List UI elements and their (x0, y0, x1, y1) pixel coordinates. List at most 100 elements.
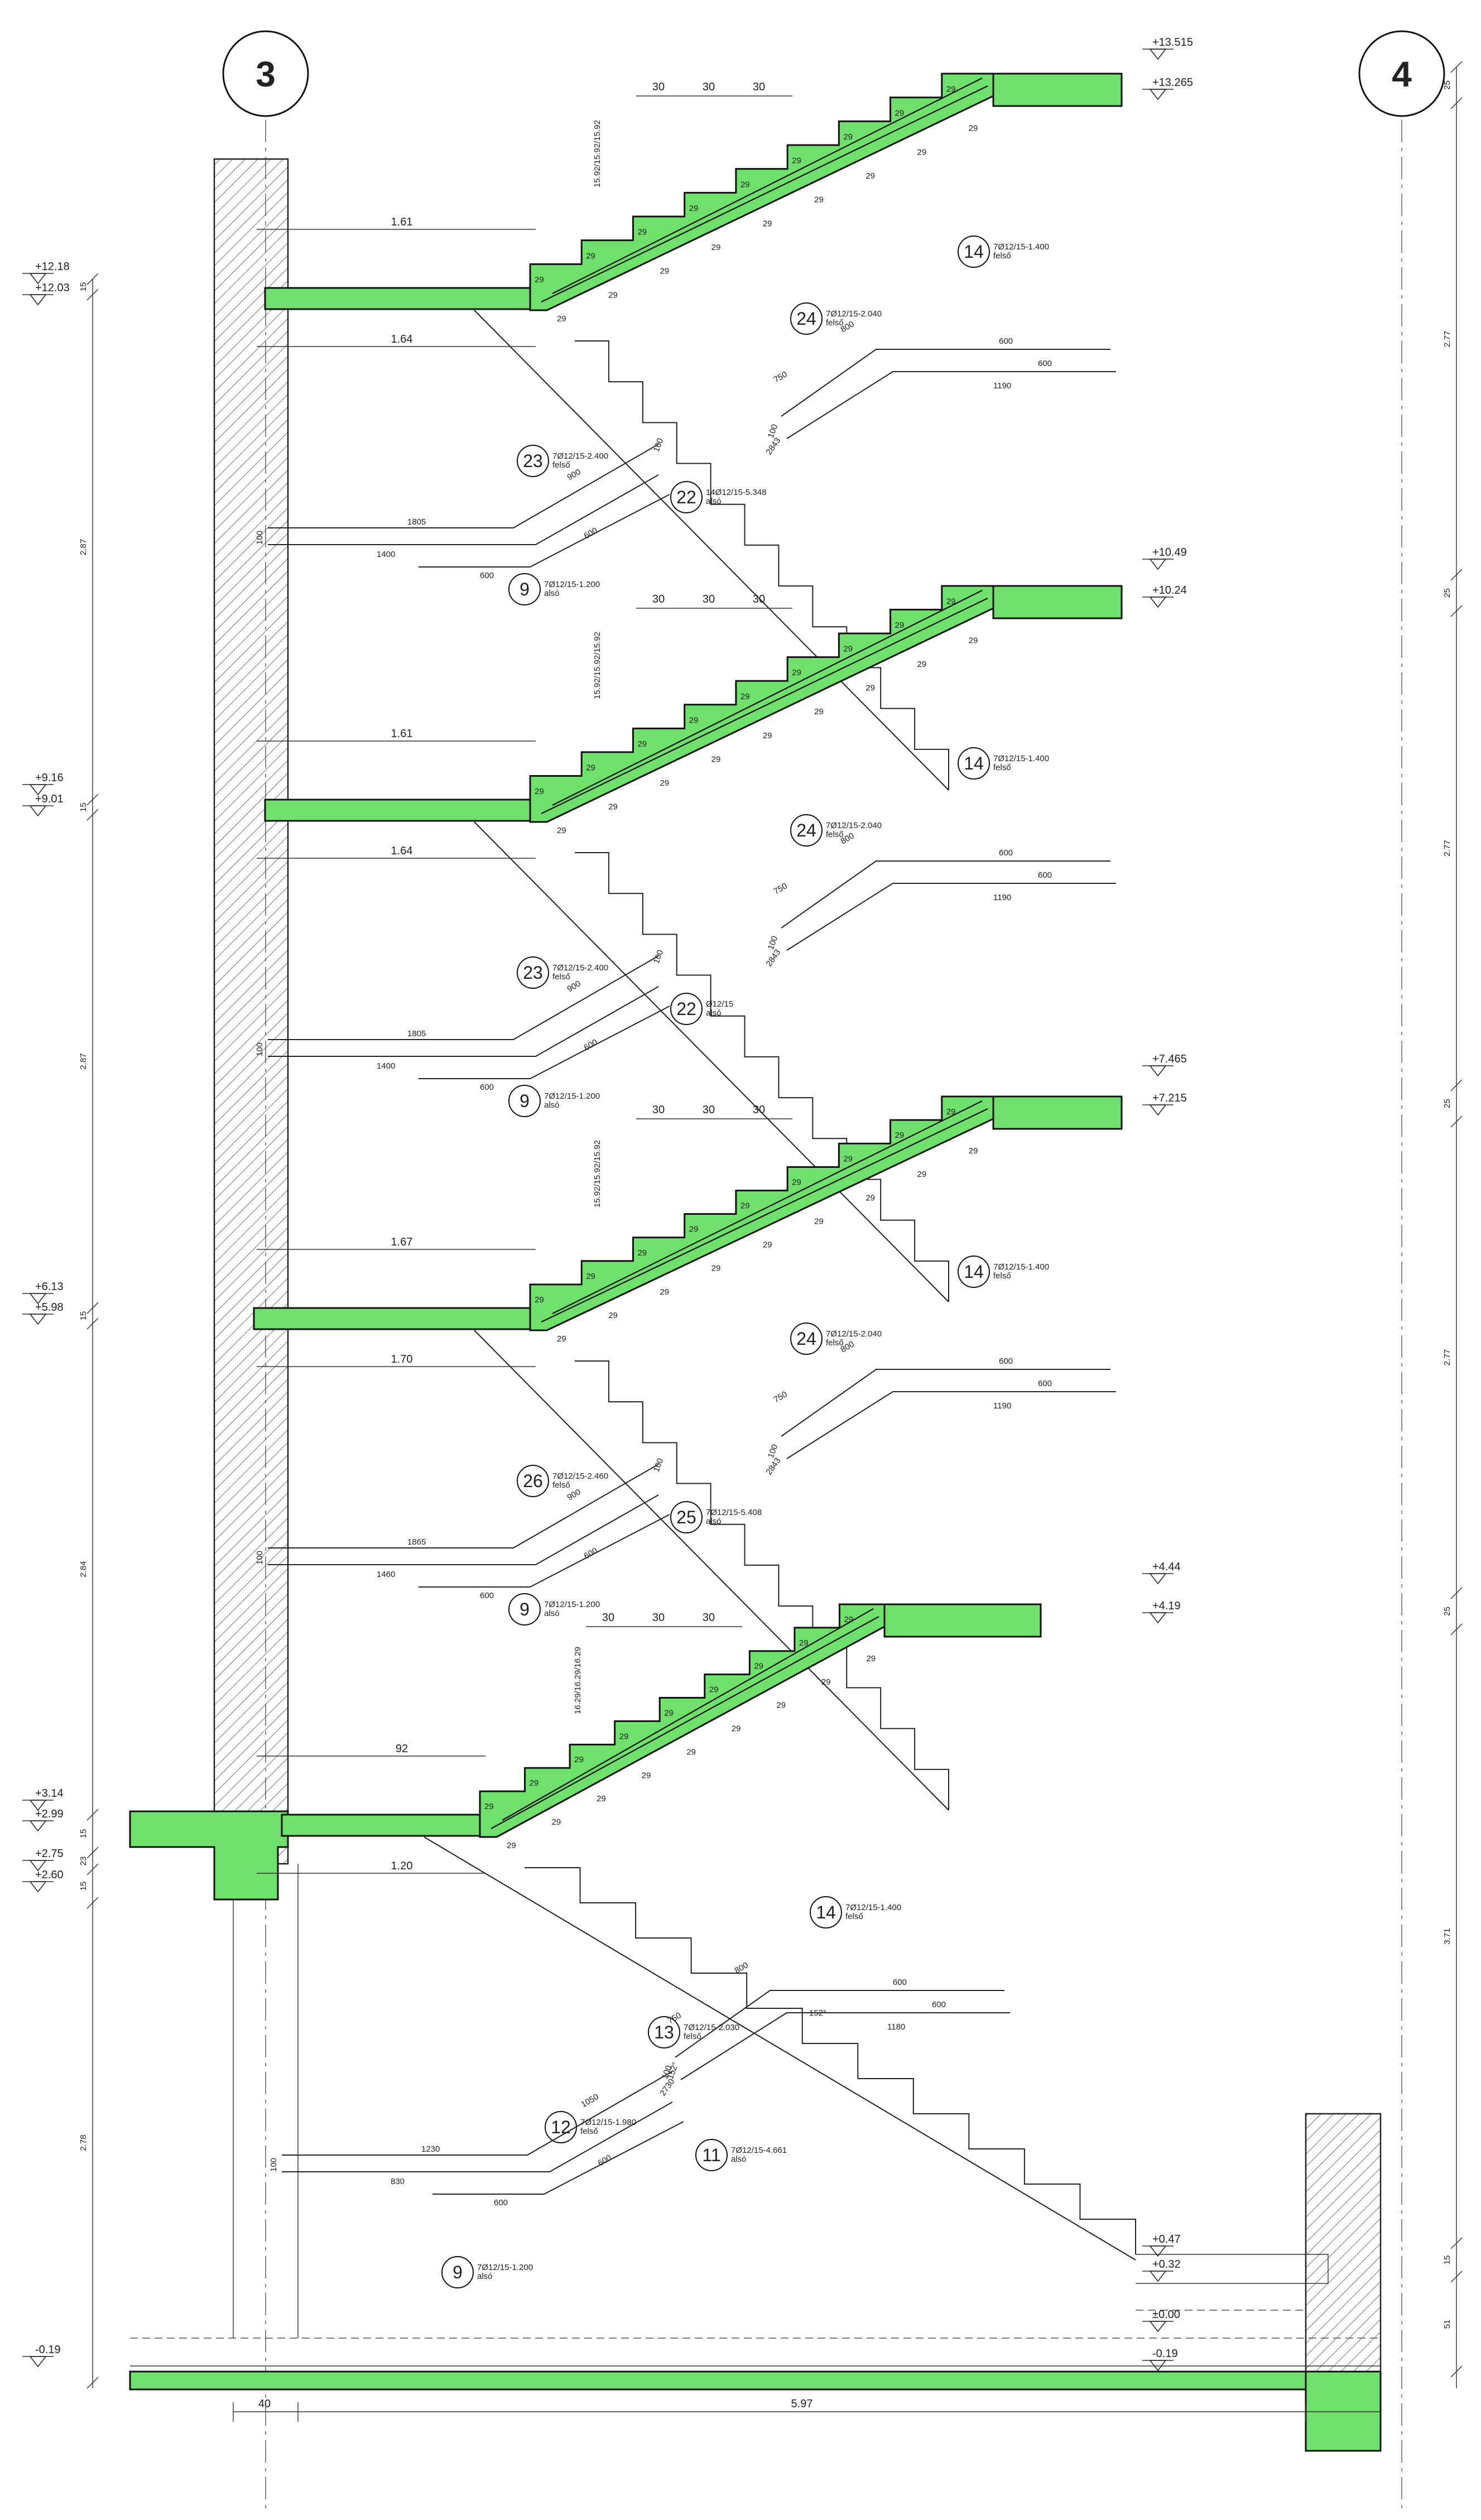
flight-1-tag-9-spec: 7Ø12/15-1.200 (544, 580, 600, 589)
flight-2-step-label: 29 (689, 715, 699, 725)
right-dim-label-6: 2.77 (1442, 1349, 1452, 1365)
flight-4-step-label: 29 (664, 1708, 674, 1718)
flight-3-tag-24-bubble (790, 1322, 823, 1355)
flight-3-under-step-label: 29 (917, 1170, 927, 1179)
right-dim-label-9: 15 (1442, 2256, 1452, 2265)
flight-1-under-dim: 1.64 (391, 333, 413, 345)
flight-1-tag-23-bubble (517, 445, 549, 477)
flight-1-bar-h: 1805 (407, 517, 426, 527)
left-dim-tick-3 (86, 793, 99, 806)
left-elev-6-triangle (29, 1314, 47, 1325)
flight-1-under-step-label: 29 (763, 219, 772, 228)
flight-4-bottom-bars (282, 2071, 684, 2195)
right-dim-label-3: 25 (1442, 588, 1452, 598)
bottom-landing-outline (1136, 2254, 1329, 2284)
flight-1-under-step-label: 29 (969, 124, 978, 133)
flight-2-bar-g: 100 (766, 935, 780, 951)
flight-1-rebar-bottom (541, 85, 988, 302)
flight-2-tag-9-bubble (508, 1085, 541, 1117)
flight-1-under-step-label: 29 (814, 195, 824, 205)
flight-2-tag-22-spec: Ø12/15 (706, 999, 733, 1009)
right-dim-tick-3 (1450, 569, 1463, 581)
flight-3-tag-24-pos: felső (826, 1338, 844, 1348)
flight-1-bar-b: 600 (1038, 359, 1052, 368)
right-dim-tick-2 (1450, 97, 1463, 109)
flight-4-landing-dim: 92 (396, 1743, 408, 1755)
flight-4-tag-9-bubble (441, 2256, 474, 2288)
flight-3-bottom-bars (268, 1464, 670, 1588)
right-dim-label-2: 2.77 (1442, 331, 1452, 347)
flight-1-tag-14-bubble (958, 235, 990, 268)
flight-1-tag-9-pos: alsó (544, 589, 560, 598)
flight-2-tread-1: 30 (652, 593, 665, 605)
flight-2-top-landing (992, 585, 1123, 619)
left-dim-label-5: 15 (79, 1311, 88, 1321)
right-elev-12-label: -0.19 (1152, 2348, 1178, 2360)
right-elev-11-triangle (1149, 2321, 1167, 2333)
flight-3-tag-26-pos: felső (552, 1480, 570, 1490)
left-dim-label-3: 15 (79, 802, 88, 812)
flight-4-under-step-label: 29 (732, 1724, 741, 1734)
flight-3-under-step-label: 29 (763, 1240, 772, 1250)
flight-1-step-label: 29 (689, 204, 699, 213)
flight-3-bar-m: 100 (255, 1551, 265, 1565)
flight-4-bar-c: 1180 (887, 2022, 905, 2032)
flight-3-step-label: 29 (689, 1225, 699, 1234)
flight-1-tread-2: 30 (703, 81, 715, 93)
flight-3-under-step-label: 29 (711, 1264, 721, 1273)
flight-3-tag-25-bubble (670, 1501, 703, 1533)
left-elev-4: +9.01 (22, 793, 64, 817)
left-dim-label-6: 2.84 (79, 1561, 88, 1577)
flight-3-tag-14-bubble (958, 1256, 990, 1288)
flight-3-under-step-label: 29 (660, 1287, 669, 1297)
flight-1-tag-23-spec: 7Ø12/15-2.400 (552, 451, 608, 461)
right-elev-12: -0.19 (1142, 2348, 1178, 2372)
flight-2-tag-9-number: 9 (520, 1091, 530, 1111)
flight-3-bar-b: 600 (1038, 1379, 1052, 1388)
left-dim-label-2: 2.87 (79, 539, 88, 555)
right-dims-group: 25 2.77 25 2.77 25 2.77 25 3.71 15 51 (1442, 61, 1463, 2378)
flight-3-rebar-bottom (541, 1108, 988, 1322)
flight-2-tread-2: 30 (703, 593, 715, 605)
flight-3-bar-i: 1460 (377, 1570, 395, 1579)
flight-2-tag-24-bubble (790, 814, 823, 847)
right-elev-6: +7.215 (1142, 1092, 1187, 1116)
flight-4-under-dim: 1.20 (391, 1860, 413, 1872)
left-elev-8-triangle (29, 1820, 47, 1832)
flight-1-tag-14-pos: felső (993, 251, 1011, 261)
right-elev-9: +0.47 (1142, 2233, 1181, 2257)
left-elev-2-label: +12.03 (35, 282, 70, 294)
left-elev-9-triangle (29, 1860, 47, 1872)
flight-2-under-step-label: 29 (814, 707, 824, 716)
flight-3-tag-24-number: 24 (796, 1329, 816, 1349)
flight-4-tag-13-pos: felső (684, 2032, 701, 2041)
flight-2: 29 29 29 29 29 29 29 29 29 29 29 29 29 29 29 29 29 29 1.61… (255, 585, 1123, 1302)
flight-4-under-step-label: 29 (507, 1841, 516, 1850)
flight-3-step-label: 29 (637, 1248, 647, 1258)
right-elev-7: +4.44 (1142, 1561, 1181, 1585)
right-elev-9-label: +0.47 (1152, 2233, 1181, 2245)
right-elev-4: +10.24 (1142, 584, 1187, 608)
flight-4-bar-h: 1230 (421, 2144, 440, 2154)
flight-1-rebar-top (552, 78, 983, 294)
flight-2-tag-23-bubble (517, 956, 549, 989)
left-dim-tick-6 (86, 1317, 99, 1330)
flight-2-riser-dims: 15.92/15.92/15.92 (593, 632, 602, 699)
flight-3-step-label: 29 (535, 1295, 544, 1305)
flight-3-tag-9-bubble (508, 1593, 541, 1626)
flight-3-tag-14-pos: felső (993, 1271, 1011, 1281)
right-dim-label-10: 51 (1442, 2320, 1452, 2329)
flight-4-tag-11-bubble (695, 2139, 728, 2171)
flight-4-bar-m: 100 (269, 2158, 278, 2172)
flight-1-tag-24-bubble (790, 302, 823, 335)
left-elevation-group: +12.18 +12.03 +9.16 +9.01 +6.13 +5.98 +3.14 +2.… (22, 261, 70, 2368)
left-dim-label-9: 15 (79, 1882, 88, 1891)
flight-1-riser-dims: 15.92/15.92/15.92 (593, 120, 602, 187)
right-wall (1305, 2113, 1382, 2379)
right-elev-3-label: +10.49 (1152, 546, 1187, 559)
left-dim-tick-4 (86, 809, 99, 821)
flight-2-tag-9-pos: alsó (544, 1100, 560, 1110)
flight-2-under-step-label: 29 (763, 731, 772, 740)
flight-2-under-step-label: 29 (711, 754, 721, 764)
